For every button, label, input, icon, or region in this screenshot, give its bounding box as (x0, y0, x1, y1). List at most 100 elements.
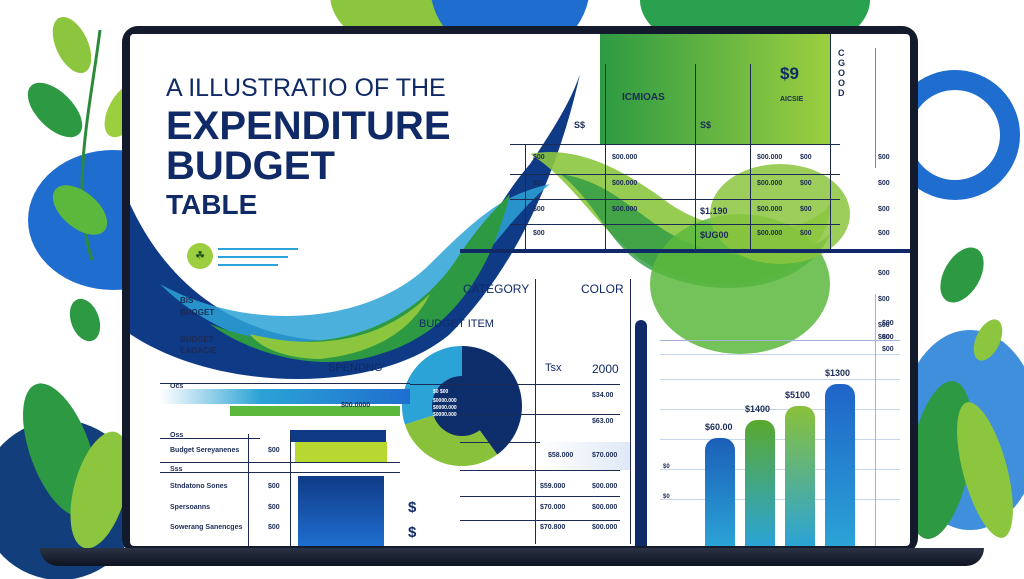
value-cell-right: $70.000 (592, 452, 618, 459)
dollar-sign-1: $ (408, 499, 417, 516)
left-label: EAGACIE (180, 346, 217, 355)
bottom-row-label: Budget Sereyanenes (170, 447, 240, 454)
top-dollar-big: $9 (780, 64, 799, 83)
top-side-label-1: S$ (574, 120, 586, 130)
leaves-right-icon (907, 247, 1013, 539)
right-vertical-text: C G O O D (838, 48, 846, 98)
right-cell: $00 (878, 270, 890, 277)
top-cell-b: $00.000 (612, 206, 638, 213)
bar-label: $60.00 (705, 422, 733, 432)
spending-label: SPENDNG (328, 362, 383, 374)
bottom-blue-rows (298, 476, 384, 546)
bottom-row-value: $00 (268, 483, 280, 490)
top-cell-d: $00.000 (757, 154, 783, 161)
pie-slice (404, 406, 498, 466)
bar (705, 438, 735, 546)
top-cell-e: $00 (800, 180, 812, 187)
top-cell-d: $00.000 (757, 230, 783, 237)
top-cell-b: $00.000 (612, 154, 638, 161)
color-label: COLOR (581, 282, 624, 296)
bottom-row-value: $00 (268, 447, 280, 454)
bottom-blue-band (160, 389, 410, 404)
dollar-sign-2: $ (408, 524, 417, 541)
value-cell-right: $00.000 (592, 483, 618, 490)
top-cell-c: $UG00 (700, 230, 729, 240)
budget-item-label: BUDGET ITEM (419, 318, 494, 330)
top-cell-a: $00 (533, 154, 545, 161)
chart-tick-1: $0 (663, 464, 670, 470)
top-table-header: ICMIOAS (622, 92, 665, 103)
category-label: CATEGORY (463, 282, 530, 296)
bottom-green-band (230, 406, 400, 416)
title-line-3: BUDGET (166, 144, 335, 188)
laptop-screen: A ILLUSTRATIO OF THE EXPENDITURE BUDGET … (130, 34, 910, 546)
value-cell: $34.00 (592, 392, 614, 399)
left-label: BUOGET (180, 308, 215, 317)
pie-center (432, 376, 492, 436)
bar (785, 405, 815, 546)
bar-label: $5100 (785, 389, 811, 400)
top-cell-e: $00 (800, 206, 812, 213)
top-side-label-2: S$ (700, 120, 712, 130)
top-cell-b: $00.000 (612, 180, 638, 187)
title-line-2: EXPENDITURE (166, 104, 451, 148)
left-label: BIS (180, 296, 194, 305)
right-cell: $00 (878, 206, 890, 213)
bar-label: $1300 (825, 368, 851, 378)
right-cell: $00 (878, 334, 890, 341)
top-cell-a: $00 (533, 230, 545, 237)
top-cell-e: $00 (800, 230, 812, 237)
bottom-row-label: Stndatono Sones (170, 483, 228, 490)
value-cell: $58.000 (548, 452, 574, 459)
badge-icon: ☘ (187, 243, 213, 269)
pie-line-text: $0000.000 (433, 405, 457, 411)
top-table-green-block (600, 34, 830, 144)
right-cell: $00 (878, 180, 890, 187)
right-cell: $00 (878, 230, 890, 237)
top-cell-d: $00.000 (757, 180, 783, 187)
value-cell: $63.00 (592, 418, 614, 425)
bottom-row-label-top: $00.0000 (341, 402, 371, 409)
bottom-blue-row (290, 430, 386, 442)
value-cell-right: $00.000 (592, 524, 618, 531)
pie-slice (462, 346, 522, 455)
bar (825, 384, 855, 546)
value-green-strip (540, 442, 630, 470)
title-line-1: A ILLUSTRATIO OF THE (166, 74, 446, 102)
value-cell: $70.000 (540, 504, 566, 511)
axis-label: $00 (882, 334, 894, 341)
right-cell: $00 (878, 154, 890, 161)
chart-tick-2: $0 (663, 494, 670, 500)
bottom-misc-1: Oss (170, 432, 184, 439)
bottom-row-label: Sowerang Sanencges (170, 524, 243, 531)
pie-line-text: $0000.000 (433, 398, 457, 404)
bottom-lime-row (295, 442, 387, 462)
left-label: BUDGET (180, 335, 214, 344)
value-cell: $70.800 (540, 524, 566, 531)
pie-chart (402, 346, 522, 466)
right-cell: $00 (878, 322, 890, 329)
top-cell-e: $00 (800, 154, 812, 161)
top-cell-a: $00 (533, 206, 545, 213)
top-cell-d: $00.000 (757, 206, 783, 213)
bottom-misc-2: Sss (170, 466, 183, 473)
top-dollar-sub: AICSIE (780, 96, 804, 103)
title-line-4: TABLE (166, 189, 258, 220)
pie-line-text: $0000.000 (433, 412, 457, 418)
value-cell-right: $00.000 (592, 504, 618, 511)
middle-blue-bar (635, 320, 647, 546)
laptop-base (40, 548, 984, 566)
right-cell: $00 (878, 296, 890, 303)
bar (745, 420, 775, 546)
bottom-row-label: Spersoanns (170, 504, 211, 511)
axis-label: $00 (882, 320, 894, 327)
tsx-label: Tsx (545, 362, 562, 374)
top-cell-a: $00 (533, 180, 545, 187)
year-label: 2000 (592, 362, 619, 376)
pie-line-text: $0 $00 (433, 389, 449, 395)
bottom-row-value: $00 (268, 504, 280, 511)
value-cell: $59.000 (540, 483, 566, 490)
bar-label: $1400 (745, 404, 771, 414)
axis-label: $00 (882, 346, 894, 353)
